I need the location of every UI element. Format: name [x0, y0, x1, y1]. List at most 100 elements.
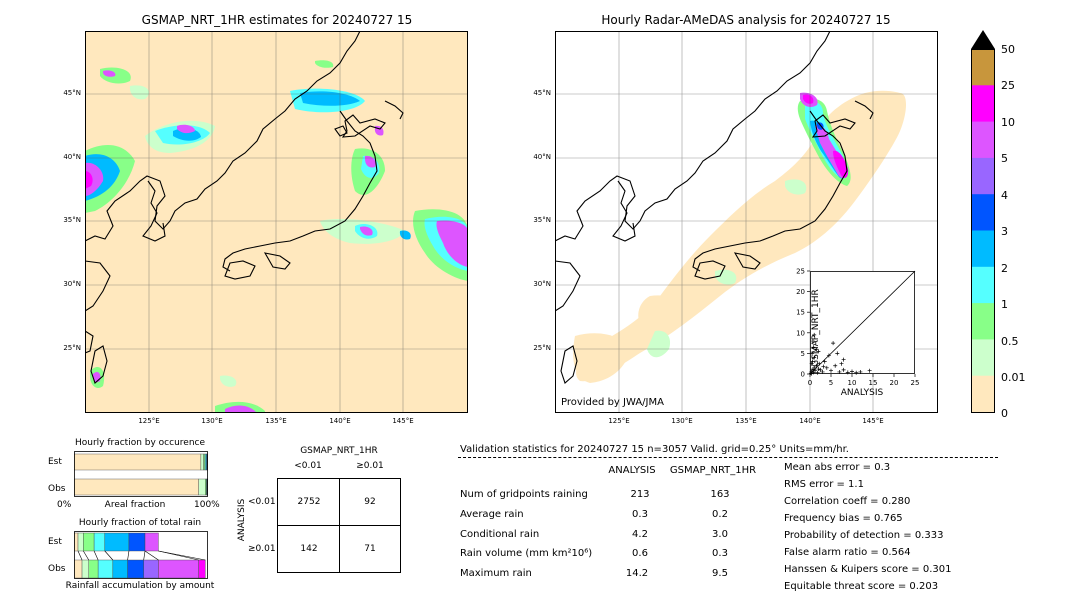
score-line: RMS error = 1.1: [784, 479, 864, 490]
stacked-bar-segment: [198, 559, 206, 579]
rainfall-link-line: [144, 550, 159, 561]
scatter-ytick-label: 25: [796, 268, 805, 276]
rainfall-cat-est: Est: [48, 537, 62, 547]
colorbar-label: 25: [1001, 79, 1015, 92]
occurrence-xlabel: Areal fraction: [104, 500, 166, 510]
left-lat-label: 25°N: [63, 344, 81, 352]
scatter-xlabel: ANALYSIS: [840, 388, 884, 398]
colorbar-segment: [971, 339, 995, 377]
validation-row-analysis: 14.2: [625, 568, 649, 579]
right-lat-label: 35°N: [533, 216, 551, 224]
left-lon-label: 145°E: [392, 417, 414, 425]
scatter-point: [814, 347, 819, 352]
left-map-title: GSMAP_NRT_1HR estimates for 20240727 15: [141, 13, 413, 27]
left-lat-label: 35°N: [63, 216, 81, 224]
scatter-point: [833, 363, 838, 368]
scatter-xtick-label: 0: [808, 379, 812, 387]
occurrence-cat-est: Est: [48, 457, 62, 467]
left-lat-label: 30°N: [63, 280, 81, 288]
left-lon-label: 125°E: [138, 417, 160, 425]
scatter-point: [812, 332, 817, 337]
colorbar-segment: [971, 230, 995, 268]
colorbar: [968, 28, 998, 414]
scatter-point: [816, 367, 821, 372]
right-lon-label: 135°E: [735, 417, 757, 425]
left-lat-label: 45°N: [63, 89, 81, 97]
scatter-point: [816, 349, 821, 354]
scatter-point: [812, 355, 817, 360]
validation-row-analysis: 0.3: [632, 509, 648, 520]
left-coastlines: [85, 31, 404, 384]
contingency-row-lt: <0.01: [248, 497, 276, 507]
right-coverage-areas: [573, 90, 907, 383]
validation-col-analysis: ANALYSIS: [608, 465, 656, 476]
right-lat-label: 30°N: [533, 280, 551, 288]
left-lon-label: 130°E: [201, 417, 223, 425]
stacked-bar-segment: [83, 532, 95, 552]
right-lat-label: 45°N: [533, 89, 551, 97]
colorbar-segment: [971, 303, 995, 340]
scatter-point: [826, 353, 831, 358]
right-lon-label: 125°E: [608, 417, 630, 425]
colorbar-extend-triangle: [971, 30, 995, 49]
validation-row-gsmap: 0.2: [712, 509, 728, 520]
score-line: Frequency bias = 0.765: [784, 513, 903, 524]
contingency-col-lt: <0.01: [294, 461, 322, 471]
colorbar-label: 2: [1001, 262, 1008, 275]
rainfall-link-line: [143, 550, 146, 561]
occurrence-cat-obs: Obs: [48, 484, 66, 494]
scatter-point: [829, 368, 833, 373]
rainfall-chart: [74, 531, 208, 579]
right-coastlines: [555, 31, 874, 384]
scatter-point: [817, 361, 822, 366]
occurrence-tick-0: 0%: [57, 500, 72, 510]
scatter-point: [835, 351, 840, 356]
stacked-bar-segment: [81, 559, 89, 579]
validation-row-label: Num of gridpoints raining: [460, 489, 588, 500]
scatter-point: [824, 365, 829, 370]
rainfall-link-line: [104, 550, 114, 561]
inset-scatter: 0 5 10 15 20 25 0 5 10 15 20 25: [796, 268, 919, 388]
right-lat-label: 40°N: [533, 153, 551, 161]
stacked-bar-segment: [158, 559, 199, 579]
scatter-point: [821, 364, 826, 369]
scatter-point: [810, 339, 815, 344]
colorbar-segment: [971, 49, 995, 86]
scatter-ytick-label: 10: [796, 329, 805, 337]
scatter-xtick-label: 15: [869, 379, 878, 387]
contingency-cell: 71: [364, 544, 376, 554]
score-line: Correlation coeff = 0.280: [784, 496, 911, 507]
validation-row-gsmap: 3.0: [712, 529, 728, 540]
colorbar-label: 0.5: [1001, 335, 1019, 348]
rainfall-link-line: [83, 550, 89, 561]
validation-header: Validation statistics for 20240727 15 n=…: [460, 444, 849, 455]
right-lon-label: 140°E: [799, 417, 821, 425]
stacked-bar-segment: [97, 559, 114, 579]
stacked-bar-segment: [198, 478, 206, 496]
score-line: Hanssen & Kuipers score = 0.301: [784, 564, 952, 575]
scatter-point: [845, 370, 850, 375]
validation-row-analysis: 213: [630, 489, 650, 500]
scatter-point: [811, 345, 816, 350]
rainfall-link-line: [158, 550, 206, 561]
scatter-point: [839, 361, 844, 366]
scatter-point: [809, 371, 814, 376]
score-line: Mean abs error = 0.3: [784, 462, 891, 473]
scatter-point: [810, 351, 815, 356]
validation-row-analysis: 0.6: [632, 548, 648, 559]
left-graticule: [85, 31, 468, 413]
provider-credit: Provided by JWA/JMA: [561, 397, 664, 408]
left-lon-label: 135°E: [265, 417, 287, 425]
right-lon-label: 145°E: [862, 417, 884, 425]
colorbar-segment: [971, 266, 995, 304]
left-lon-label: 140°E: [329, 417, 351, 425]
stacked-bar-segment: [144, 532, 159, 552]
scatter-point: [818, 367, 823, 372]
validation-row-gsmap: 163: [710, 489, 730, 500]
scatter-ytick-label: 20: [796, 288, 805, 296]
scatter-point: [831, 341, 836, 346]
colorbar-label: 4: [1001, 189, 1008, 202]
stacked-bar-segment: [143, 559, 159, 579]
rainfall-link-line: [77, 550, 83, 561]
scatter-point: [850, 369, 854, 374]
